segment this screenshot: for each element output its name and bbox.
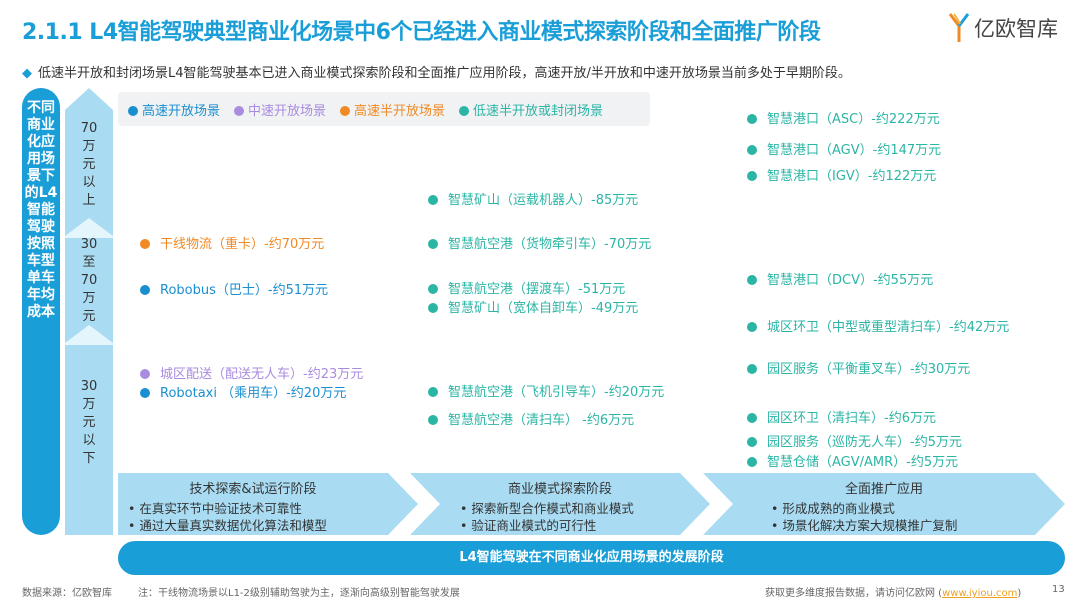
scenario-item: 智慧航空港（摆渡车）-51万元 bbox=[428, 278, 625, 297]
scenario-item: 城区环卫（中型或重型清扫车）-约42万元 bbox=[747, 316, 1009, 335]
stage-point: • 场景化解决方案大规模推广复制 bbox=[771, 518, 958, 533]
logo: 亿欧智库 bbox=[948, 12, 1058, 44]
stage-point: • 探索新型合作模式和商业模式 bbox=[460, 501, 634, 516]
dot-icon bbox=[340, 105, 351, 116]
stage-title: 商业模式探索阶段 bbox=[507, 482, 612, 497]
legend-item: 低速半开放或封闭场景 bbox=[459, 100, 603, 119]
scenario-label: 智慧仓储（AGV/AMR）-约5万元 bbox=[767, 455, 959, 470]
scenario-item: 园区服务（巡防无人车）-约5万元 bbox=[747, 431, 962, 450]
legend-item: 高速半开放场景 bbox=[340, 100, 445, 119]
scenario-item: 智慧港口（AGV）-约147万元 bbox=[747, 139, 941, 158]
scenario-item: 智慧航空港（飞机引导车）-约20万元 bbox=[428, 381, 664, 400]
dot-icon bbox=[128, 105, 138, 116]
dot-icon bbox=[428, 284, 438, 294]
scenario-label: 智慧航空港（清扫车） -约6万元 bbox=[448, 413, 635, 428]
scenario-label: 智慧矿山（运载机器人）-85万元 bbox=[448, 193, 639, 208]
page-title: 2.1.1 L4智能驾驶典型商业化场景中6个已经进入商业模式探索阶段和全面推广阶… bbox=[22, 20, 821, 45]
scenario-label: 城区配送（配送无人车）-约23万元 bbox=[160, 367, 364, 382]
scenario-item: 智慧矿山（宽体自卸车）-49万元 bbox=[428, 297, 638, 316]
scenario-label: 智慧港口（ASC）-约222万元 bbox=[767, 112, 940, 127]
dot-icon bbox=[140, 239, 150, 249]
scenario-item: 智慧航空港（清扫车） -约6万元 bbox=[428, 409, 634, 428]
footer-more: 获取更多维度报告数据，请访问亿欧网 (www.iyiou.com) bbox=[765, 588, 1022, 599]
dot-icon bbox=[747, 413, 757, 423]
stage-2: 商业模式探索阶段 • 探索新型合作模式和商业模式 • 验证商业模式的可行性 bbox=[410, 473, 710, 535]
dot-icon bbox=[234, 105, 245, 116]
stage-1: 技术探索&试运行阶段 • 在真实环节中验证技术可靠性 • 通过大量真实数据优化算法… bbox=[118, 473, 418, 535]
logo-mark-icon bbox=[948, 12, 970, 44]
stage-point: • 通过大量真实数据优化算法和模型 bbox=[128, 518, 327, 533]
dot-icon bbox=[747, 437, 757, 447]
scenario-label: 干线物流（重卡）-约70万元 bbox=[160, 237, 325, 252]
diamond-icon: ◆ bbox=[22, 66, 32, 81]
footer-source: 数据来源：亿欧智库 bbox=[22, 588, 112, 599]
stage-title: 全面推广应用 bbox=[844, 482, 923, 497]
scenario-label: 智慧航空港（摆渡车）-51万元 bbox=[448, 282, 626, 297]
cost-axis-arrow bbox=[65, 88, 113, 535]
dot-icon bbox=[747, 171, 757, 181]
scenario-label: 园区环卫（清扫车）-约6万元 bbox=[767, 411, 936, 426]
scenario-item: Robobus（巴士）-约51万元 bbox=[140, 279, 328, 298]
scenario-label: 智慧航空港（飞机引导车）-约20万元 bbox=[448, 385, 665, 400]
logo-text: 亿欧智库 bbox=[974, 17, 1058, 41]
legend-item: 高速开放场景 bbox=[128, 100, 220, 119]
scenario-label: 园区服务（巡防无人车）-约5万元 bbox=[767, 435, 962, 450]
dot-icon bbox=[747, 114, 757, 124]
stage-point: • 在真实环节中验证技术可靠性 bbox=[128, 501, 302, 516]
scenario-label: 智慧矿山（宽体自卸车）-49万元 bbox=[448, 301, 639, 316]
dot-icon bbox=[428, 195, 438, 205]
dot-icon bbox=[428, 415, 438, 425]
scenario-label: 城区环卫（中型或重型清扫车）-约42万元 bbox=[767, 320, 1010, 335]
dot-icon bbox=[747, 145, 757, 155]
dot-icon bbox=[747, 322, 757, 332]
development-stage-bar: L4智能驾驶在不同商业化应用场景的发展阶段 bbox=[118, 541, 1065, 575]
scenario-item: 园区服务（平衡重叉车）-约30万元 bbox=[747, 358, 970, 377]
scenario-label: 智慧航空港（货物牵引车）-70万元 bbox=[448, 237, 652, 252]
scenario-item: 智慧港口（ASC）-约222万元 bbox=[747, 108, 940, 127]
dot-icon bbox=[747, 457, 757, 467]
scenario-item: 智慧港口（DCV）-约55万元 bbox=[747, 269, 933, 288]
dot-icon bbox=[747, 364, 757, 374]
scenario-label: 智慧港口（IGV）-约122万元 bbox=[767, 169, 937, 184]
legend-item: 中速开放场景 bbox=[234, 100, 326, 119]
dot-icon bbox=[428, 303, 438, 313]
dot-icon bbox=[428, 387, 438, 397]
scenario-item: 园区环卫（清扫车）-约6万元 bbox=[747, 407, 936, 426]
scenario-label: 智慧港口（AGV）-约147万元 bbox=[767, 143, 942, 158]
legend: 高速开放场景 中速开放场景 高速半开放场景 低速半开放或封闭场景 bbox=[118, 92, 650, 126]
summary: ◆ 低速半开放和封闭场景L4智能驾驶基本已进入商业模式探索阶段和全面推广应用阶段，… bbox=[22, 62, 851, 81]
scenario-item: 干线物流（重卡）-约70万元 bbox=[140, 233, 324, 252]
scenario-label: 园区服务（平衡重叉车）-约30万元 bbox=[767, 362, 971, 377]
dot-icon bbox=[140, 285, 150, 295]
dot-icon bbox=[459, 105, 470, 116]
tier-high: 70万元以上 bbox=[80, 121, 98, 208]
dot-icon bbox=[747, 275, 757, 285]
scenario-label: 智慧港口（DCV）-约55万元 bbox=[767, 273, 934, 288]
stage-3: 全面推广应用 • 形成成熟的商业模式 • 场景化解决方案大规模推广复制 bbox=[703, 473, 1065, 535]
scenario-item: 智慧航空港（货物牵引车）-70万元 bbox=[428, 233, 651, 252]
dot-icon bbox=[428, 239, 438, 249]
scenario-item: 智慧矿山（运载机器人）-85万元 bbox=[428, 189, 638, 208]
footer-note: 注：干线物流场景以L1-2级别辅助驾驶为主，逐渐向高级别智能驾驶发展 bbox=[138, 588, 460, 599]
stage-point: • 形成成熟的商业模式 bbox=[771, 501, 895, 516]
tier-low: 30万元以下 bbox=[80, 379, 98, 466]
scenario-item: 智慧仓储（AGV/AMR）-约5万元 bbox=[747, 451, 958, 470]
scenario-label: Robobus（巴士）-约51万元 bbox=[160, 283, 329, 298]
dot-icon bbox=[140, 388, 150, 398]
stage-title: 技术探索&试运行阶段 bbox=[189, 482, 317, 497]
y-axis-label: 不同商业化应用场景下的L4智能驾驶按照车型单车年均成本 bbox=[22, 88, 60, 535]
summary-text: 低速半开放和封闭场景L4智能驾驶基本已进入商业模式探索阶段和全面推广应用阶段，高… bbox=[38, 66, 851, 81]
scenario-item: 城区配送（配送无人车）-约23万元 bbox=[140, 363, 363, 382]
scenario-item: Robotaxi （乘用车）-约20万元 bbox=[140, 382, 346, 401]
tier-mid: 30至70万元 bbox=[80, 237, 98, 324]
scenario-label: Robotaxi （乘用车）-约20万元 bbox=[160, 386, 347, 401]
dot-icon bbox=[140, 369, 150, 379]
stage-point: • 验证商业模式的可行性 bbox=[460, 518, 597, 533]
scenario-item: 智慧港口（IGV）-约122万元 bbox=[747, 165, 936, 184]
website-link[interactable]: www.iyiou.com bbox=[942, 588, 1018, 599]
page-number: 13 bbox=[1052, 584, 1065, 595]
